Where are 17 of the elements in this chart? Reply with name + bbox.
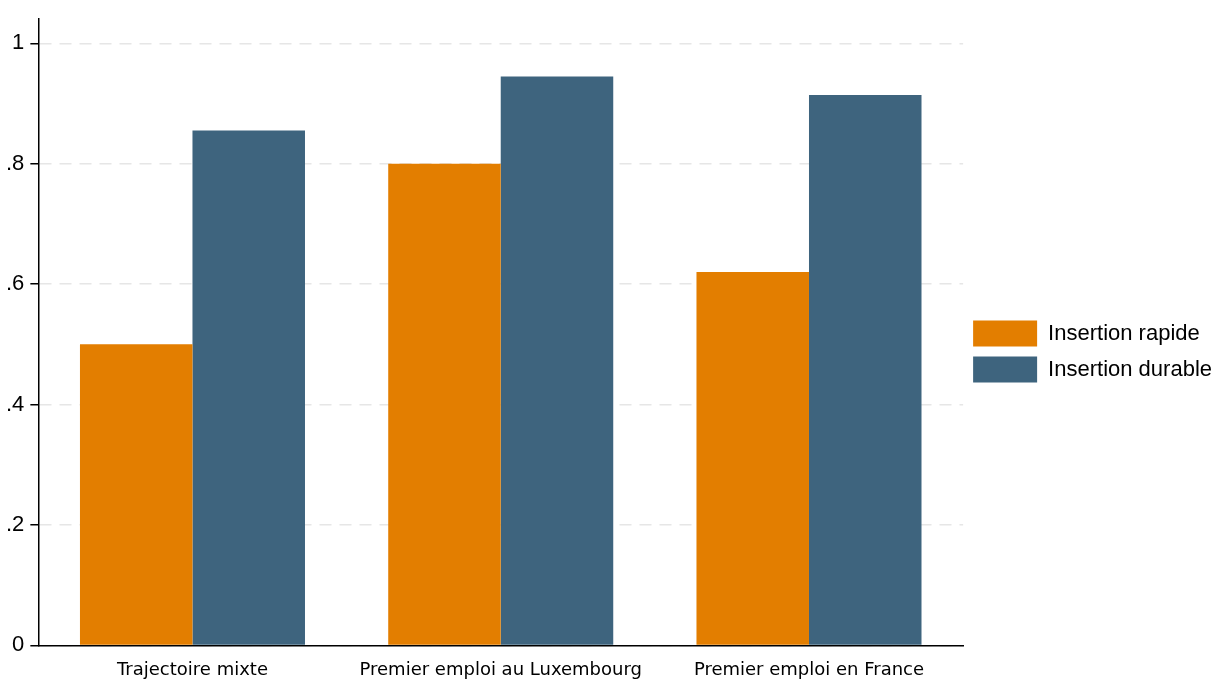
y-tick-label: .4 [5, 390, 25, 416]
bar [808, 95, 922, 645]
y-tick-label: .8 [5, 149, 25, 175]
bar [500, 76, 614, 645]
y-tick-label: 0 [12, 631, 25, 657]
legend-label: Insertion durable [1048, 355, 1213, 381]
y-tick-label: .6 [5, 270, 25, 296]
bar [79, 344, 193, 645]
x-tick-label: Trajectoire mixte [116, 657, 268, 679]
bar [388, 163, 501, 645]
legend-label: Insertion rapide [1048, 319, 1200, 345]
bar [192, 130, 305, 645]
x-tick-label: Premier emploi en France [693, 657, 925, 679]
x-tick-label: Premier emploi au Luxembourg [359, 657, 642, 679]
y-tick-label: .2 [5, 511, 25, 537]
y-tick-label: 1 [12, 29, 25, 55]
bar [696, 272, 809, 645]
